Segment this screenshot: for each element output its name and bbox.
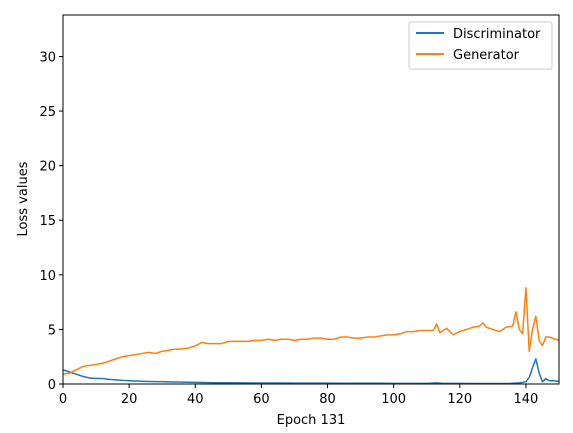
x-tick-label: 140	[514, 392, 539, 407]
y-tick-label: 15	[39, 214, 56, 229]
x-tick-label: 20	[121, 392, 138, 407]
y-tick-label: 0	[48, 378, 56, 393]
x-tick-label: 60	[253, 392, 270, 407]
x-tick-label: 80	[319, 392, 336, 407]
plot-lines	[62, 287, 560, 385]
series-line-discriminator	[62, 358, 560, 385]
y-tick-label: 10	[39, 269, 56, 284]
x-tick-label: 100	[381, 392, 406, 407]
x-tick-label: 120	[447, 392, 472, 407]
x-axis-label: Epoch 131	[277, 413, 346, 428]
y-tick-label: 20	[39, 160, 56, 175]
legend: Discriminator Generator	[408, 21, 553, 70]
x-tick-label: 0	[59, 392, 67, 407]
legend-label-discriminator: Discriminator	[453, 27, 541, 42]
y-tick-label: 30	[39, 50, 56, 65]
legend-box	[408, 21, 553, 70]
y-axis-label: Loss values	[16, 161, 31, 236]
legend-label-generator: Generator	[453, 48, 520, 63]
y-axis-ticks: 0 5 10 15 20 25 30	[39, 50, 63, 393]
y-tick-label: 5	[48, 323, 56, 338]
y-tick-label: 25	[39, 105, 56, 120]
series-line-generator	[62, 287, 560, 375]
plot-frame	[62, 14, 560, 385]
x-axis-ticks: 0 20 40 60 80 100 120 140	[59, 384, 538, 407]
x-tick-label: 40	[187, 392, 204, 407]
